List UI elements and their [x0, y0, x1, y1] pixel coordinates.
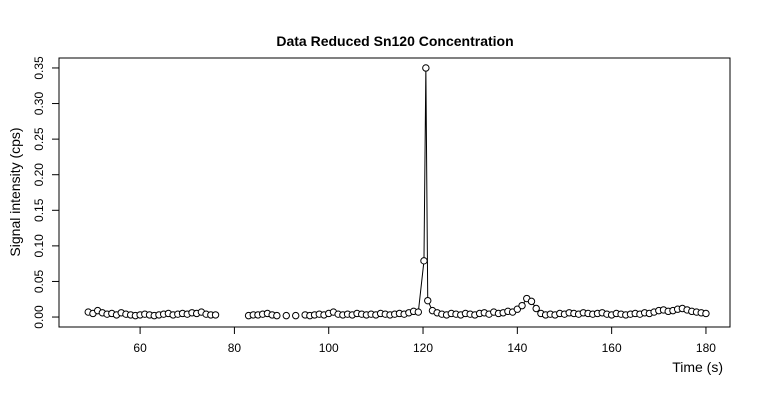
series-line: [88, 67, 707, 317]
data-point: [420, 257, 428, 265]
data-point: [518, 301, 526, 310]
data-point: [422, 64, 430, 72]
y-tick-label: 0.05: [32, 269, 46, 293]
data-point: [702, 309, 710, 318]
y-axis-label: Signal intensity (cps): [7, 127, 23, 256]
data-point: [273, 311, 281, 320]
y-tick-label: 0.20: [32, 163, 46, 187]
data-point: [532, 304, 540, 313]
y-tick-label: 0.25: [32, 127, 46, 151]
x-tick-label: 160: [602, 341, 622, 355]
y-tick-label: 0.15: [32, 198, 46, 222]
y-tick-label: 0.35: [32, 56, 46, 80]
x-tick-label: 100: [319, 341, 339, 355]
data-point: [414, 308, 423, 316]
plot-frame: [58, 57, 731, 328]
x-tick-label: 80: [228, 341, 242, 355]
y-tick-label: 0.10: [32, 234, 46, 258]
chart-title: Data Reduced Sn120 Concentration: [276, 33, 513, 49]
y-tick-label: 0.30: [32, 92, 46, 116]
data-point: [527, 297, 536, 306]
data-point: [292, 311, 300, 320]
x-tick-label: 60: [133, 341, 147, 355]
data-point: [424, 296, 432, 305]
x-tick-label: 140: [507, 341, 527, 355]
data-point: [282, 311, 290, 320]
x-tick-label: 120: [413, 341, 433, 355]
x-tick-label: 180: [696, 341, 716, 355]
data-point: [211, 311, 220, 319]
y-tick-label: 0.00: [32, 305, 46, 329]
x-axis-label: Time (s): [672, 359, 723, 375]
